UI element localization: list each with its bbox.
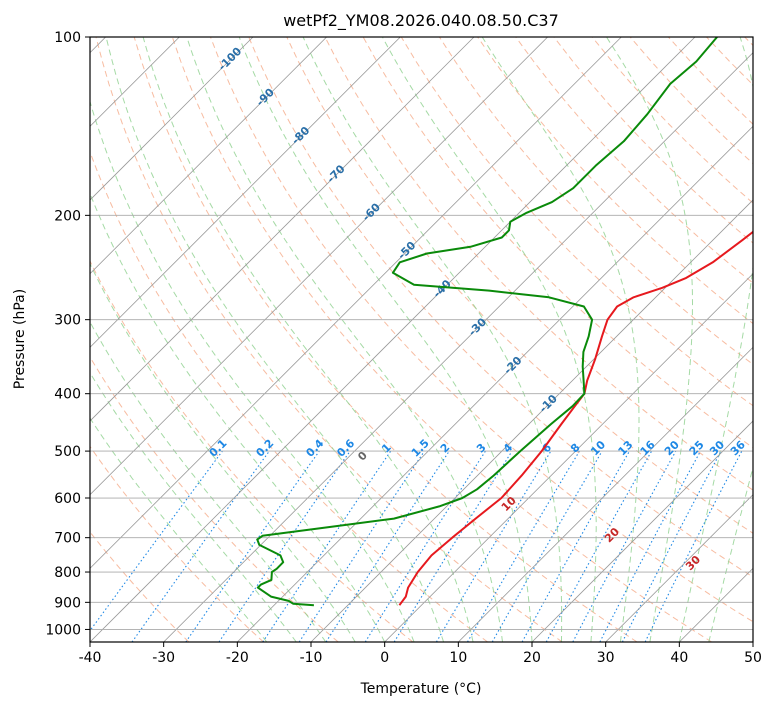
x-axis-label: Temperature (°C) — [360, 681, 482, 697]
x-tick-label: -40 — [79, 650, 102, 666]
chart-title: wetPf2_YM08.2026.040.08.50.C37 — [283, 11, 559, 31]
y-tick-label: 400 — [54, 387, 81, 403]
x-tick-label: -10 — [300, 650, 323, 666]
x-tick-label: -30 — [152, 650, 175, 666]
y-tick-label: 300 — [54, 313, 81, 329]
y-tick-label: 500 — [54, 444, 81, 460]
y-tick-label: 800 — [54, 565, 81, 581]
y-tick-label: 600 — [54, 491, 81, 507]
x-tick-label: 50 — [744, 650, 762, 666]
y-tick-label: 700 — [54, 531, 81, 547]
y-tick-label: 100 — [54, 30, 81, 46]
y-tick-label: 1000 — [45, 622, 81, 638]
y-tick-label: 900 — [54, 595, 81, 611]
x-tick-label: 20 — [523, 650, 541, 666]
y-axis-label: Pressure (hPa) — [12, 289, 28, 389]
x-tick-label: -20 — [226, 650, 249, 666]
x-tick-label: 40 — [670, 650, 688, 666]
x-tick-label: 10 — [449, 650, 467, 666]
y-tick-label: 200 — [54, 208, 81, 224]
x-tick-label: 0 — [380, 650, 389, 666]
x-tick-label: 30 — [597, 650, 615, 666]
